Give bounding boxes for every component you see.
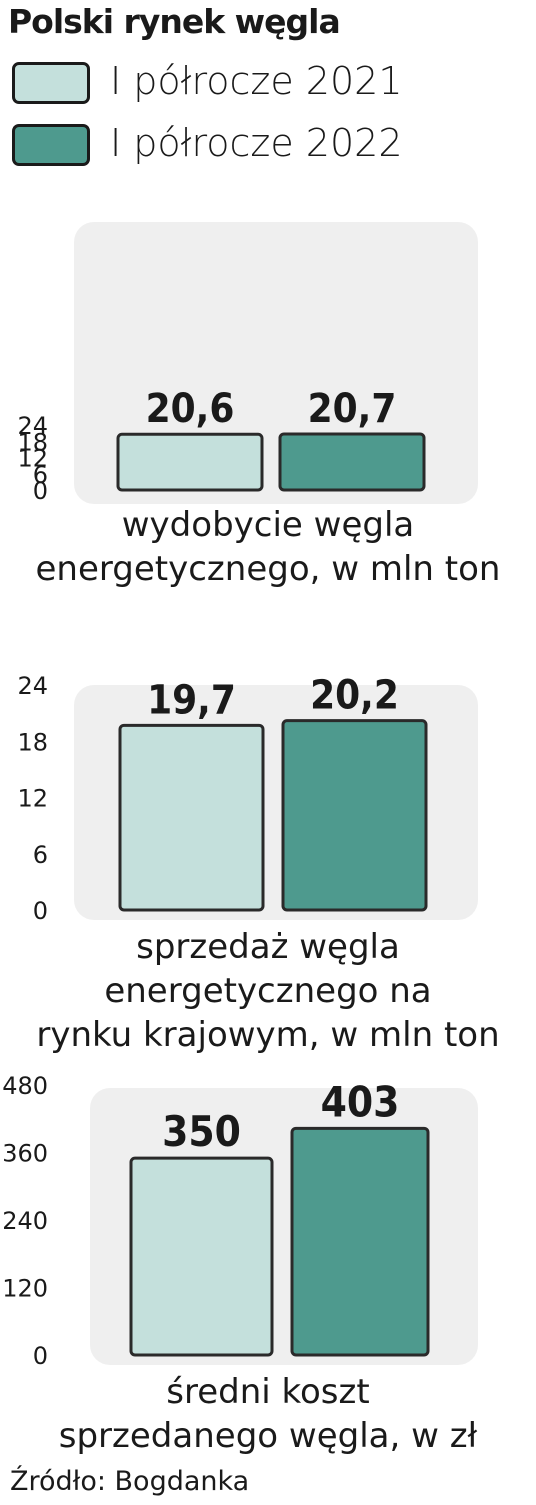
bar-value-label: 19,7 (147, 677, 236, 723)
bar-value-label: 403 (321, 1077, 400, 1126)
y-tick-label: 6 (33, 841, 48, 869)
bar-value-label: 350 (162, 1107, 241, 1156)
bar-2022 (290, 1126, 430, 1357)
y-tick-label: 0 (33, 897, 48, 925)
bar-value-label: 20,7 (308, 386, 397, 432)
chart-caption: średni koszt sprzedanego węgla, w zł (0, 1370, 536, 1458)
y-tick-label: 240 (2, 1207, 48, 1235)
bar-2022 (278, 432, 426, 492)
y-tick-label: 0 (33, 1342, 48, 1370)
y-tick-label: 18 (17, 728, 48, 756)
bar-2021 (129, 1156, 274, 1357)
legend-label-2022: I półrocze 2022 (110, 121, 403, 165)
y-tick-label: 24 (17, 412, 48, 440)
caption-line: energetycznego, w mln ton (35, 549, 501, 589)
chart-caption: sprzedaż węgla energetycznego na rynku k… (0, 925, 536, 1057)
caption-line: energetycznego na (104, 971, 432, 1011)
bar-2021 (116, 432, 264, 492)
caption-line: średni koszt (166, 1372, 370, 1412)
chart-caption: wydobycie węgla energetycznego, w mln to… (0, 503, 536, 591)
chart-title: Polski rynek węgla (8, 2, 341, 41)
source-note: Źródło: Bogdanka (10, 1466, 250, 1497)
legend-swatch-2022 (12, 124, 90, 166)
legend-swatch-2021 (12, 62, 90, 104)
caption-line: sprzedaż węgla (136, 927, 400, 967)
y-tick-label: 360 (2, 1140, 48, 1168)
y-tick-label: 18 (17, 428, 48, 456)
caption-line: rynku krajowym, w mln ton (36, 1015, 500, 1055)
caption-line: sprzedanego węgla, w zł (58, 1416, 478, 1456)
chart-average-cost: 0 120 240 360 480 350 403 (0, 1070, 536, 1370)
y-tick-label: 12 (17, 445, 48, 473)
caption-line: wydobycie węgla (121, 505, 415, 545)
y-tick-label: 0 (33, 477, 48, 505)
bar-2022 (281, 719, 428, 912)
y-tick-label: 480 (2, 1072, 48, 1100)
y-tick-label: 120 (2, 1275, 48, 1303)
chart-svg: 0 6 12 18 24 19,7 20,2 (17, 672, 478, 925)
chart-svg: 0 120 240 360 480 350 403 (2, 1072, 478, 1370)
y-tick-label: 24 (17, 672, 48, 700)
y-tick-label: 12 (17, 785, 48, 813)
bar-value-label: 20,2 (310, 673, 399, 719)
chart-coal-extraction: 0 6 12 18 24 20,6 20,7 (0, 200, 536, 505)
y-tick-label: 6 (33, 461, 48, 489)
chart-domestic-sales: 0 6 12 18 24 19,7 20,2 (0, 665, 536, 925)
bar-2021 (118, 723, 265, 912)
bar-value-label: 20,6 (146, 386, 235, 432)
legend-label-2021: I półrocze 2021 (110, 59, 403, 103)
